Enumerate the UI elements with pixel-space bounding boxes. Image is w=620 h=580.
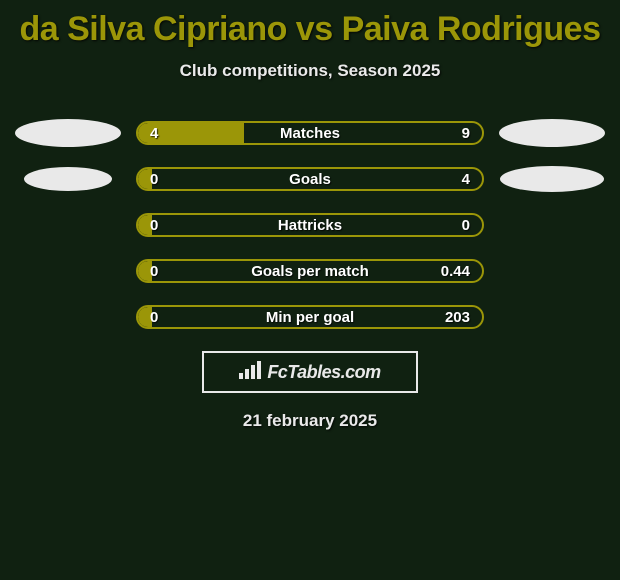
stat-label: Goals per match: [251, 263, 369, 280]
date-label: 21 february 2025: [0, 411, 620, 431]
player-avatar-left: [24, 167, 112, 191]
stat-value-right: 0.44: [441, 263, 470, 280]
metric-row: 0 Hattricks 0: [0, 213, 620, 237]
stat-value-left: 0: [150, 217, 158, 234]
metric-row: 0 Goals per match 0.44: [0, 259, 620, 283]
stat-value-left: 4: [150, 125, 158, 142]
stat-label: Goals: [289, 171, 331, 188]
stat-value-left: 0: [150, 171, 158, 188]
stat-bar: 0 Hattricks 0: [136, 213, 484, 237]
stat-value-right: 0: [462, 217, 470, 234]
page-title: da Silva Cipriano vs Paiva Rodrigues: [0, 0, 620, 49]
avatar-slot-right: [484, 119, 620, 147]
stat-label: Min per goal: [266, 309, 354, 326]
comparison-chart: 4 Matches 9 0 Goals 4 0 Hattricks 0 0 Goals per ma…: [0, 121, 620, 329]
stat-bar: 0 Goals per match 0.44: [136, 259, 484, 283]
stat-bar: 0 Min per goal 203: [136, 305, 484, 329]
metric-row: 0 Goals 4: [0, 167, 620, 191]
stat-bar: 0 Goals 4: [136, 167, 484, 191]
stat-label: Hattricks: [278, 217, 342, 234]
stat-value-right: 203: [445, 309, 470, 326]
player-avatar-right: [500, 166, 604, 192]
stat-value-right: 9: [462, 125, 470, 142]
metric-row: 4 Matches 9: [0, 121, 620, 145]
metric-row: 0 Min per goal 203: [0, 305, 620, 329]
stat-value-left: 0: [150, 309, 158, 326]
brand-text: FcTables.com: [267, 362, 380, 383]
player-avatar-right: [499, 119, 605, 147]
avatar-slot-right: [484, 166, 620, 192]
stat-bar: 4 Matches 9: [136, 121, 484, 145]
brand-box: FcTables.com: [202, 351, 418, 393]
avatar-slot-left: [0, 167, 136, 191]
stat-value-left: 0: [150, 263, 158, 280]
stat-label: Matches: [280, 125, 340, 142]
avatar-slot-left: [0, 119, 136, 147]
subtitle: Club competitions, Season 2025: [0, 61, 620, 81]
stat-value-right: 4: [462, 171, 470, 188]
brand-chart-icon: [239, 359, 263, 386]
player-avatar-left: [15, 119, 121, 147]
